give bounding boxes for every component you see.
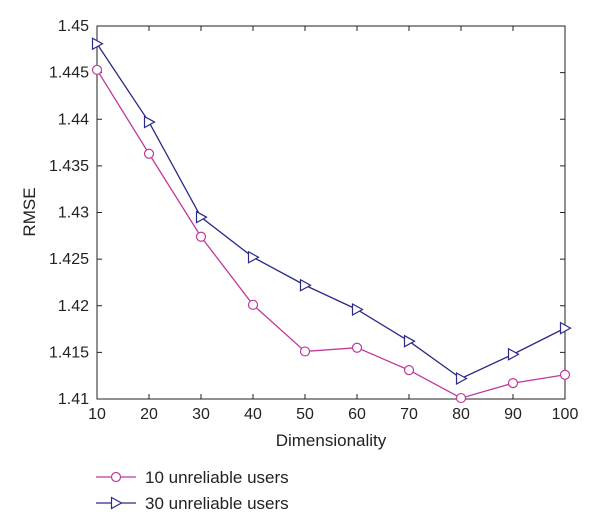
data-point: [91, 37, 104, 51]
data-point: [403, 334, 416, 348]
x-tick-label: 90: [504, 406, 522, 423]
x-tick-label: 100: [552, 406, 579, 423]
y-axis-label: RMSE: [20, 187, 39, 236]
data-point: [455, 371, 468, 385]
data-point: [403, 364, 415, 376]
x-tick-label: 50: [296, 406, 314, 423]
data-point: [559, 369, 571, 380]
legend-item: 30 unreliable users: [96, 494, 289, 513]
data-point: [559, 321, 572, 335]
y-tick-label: 1.42: [58, 298, 89, 315]
series-line: [96, 69, 566, 399]
legend-label: 30 unreliable users: [145, 494, 289, 513]
y-tick-label: 1.435: [49, 158, 89, 175]
y-tick-label: 1.41: [58, 391, 89, 408]
legend-item: 10 unreliable users: [96, 468, 289, 487]
y-tick-label: 1.43: [58, 205, 89, 222]
legend-label: 10 unreliable users: [145, 468, 289, 487]
data-point: [507, 347, 520, 361]
y-tick-label: 1.44: [58, 111, 89, 128]
x-tick-label: 80: [452, 406, 470, 423]
series-layer: [91, 37, 572, 404]
series-1: [91, 64, 571, 404]
y-tick-label: 1.425: [49, 251, 89, 268]
data-point: [247, 299, 259, 310]
y-tick-label: 1.445: [49, 65, 89, 82]
axis-ticks: 10 20 30 40 50 60 70 80 90 100 1.41 1.415 1.42 1.425 1…: [49, 18, 578, 423]
x-tick-label: 40: [244, 406, 262, 423]
legend-marker: [110, 471, 122, 483]
series-2: [91, 37, 572, 385]
data-point: [299, 346, 311, 357]
data-point: [351, 342, 363, 353]
x-tick-label: 30: [192, 406, 210, 423]
data-point: [195, 210, 208, 224]
data-point: [247, 250, 260, 264]
y-tick-label: 1.45: [58, 18, 89, 35]
data-point: [91, 64, 103, 75]
legend: 10 unreliable users 30 unreliable users: [96, 468, 289, 513]
data-point: [143, 115, 156, 129]
data-point: [351, 302, 364, 316]
data-point: [455, 392, 467, 404]
x-tick-label: 20: [140, 406, 158, 423]
data-point: [143, 148, 155, 159]
data-point: [507, 378, 519, 389]
x-tick-label: 70: [400, 406, 418, 423]
legend-marker: [110, 496, 123, 510]
x-tick-label: 10: [88, 406, 106, 423]
x-axis-label: Dimensionality: [276, 431, 387, 450]
plot-frame: [96, 25, 566, 400]
data-point: [195, 231, 207, 242]
series-line: [96, 43, 566, 380]
data-point: [299, 278, 312, 292]
y-tick-label: 1.415: [49, 344, 89, 361]
x-tick-label: 60: [348, 406, 366, 423]
